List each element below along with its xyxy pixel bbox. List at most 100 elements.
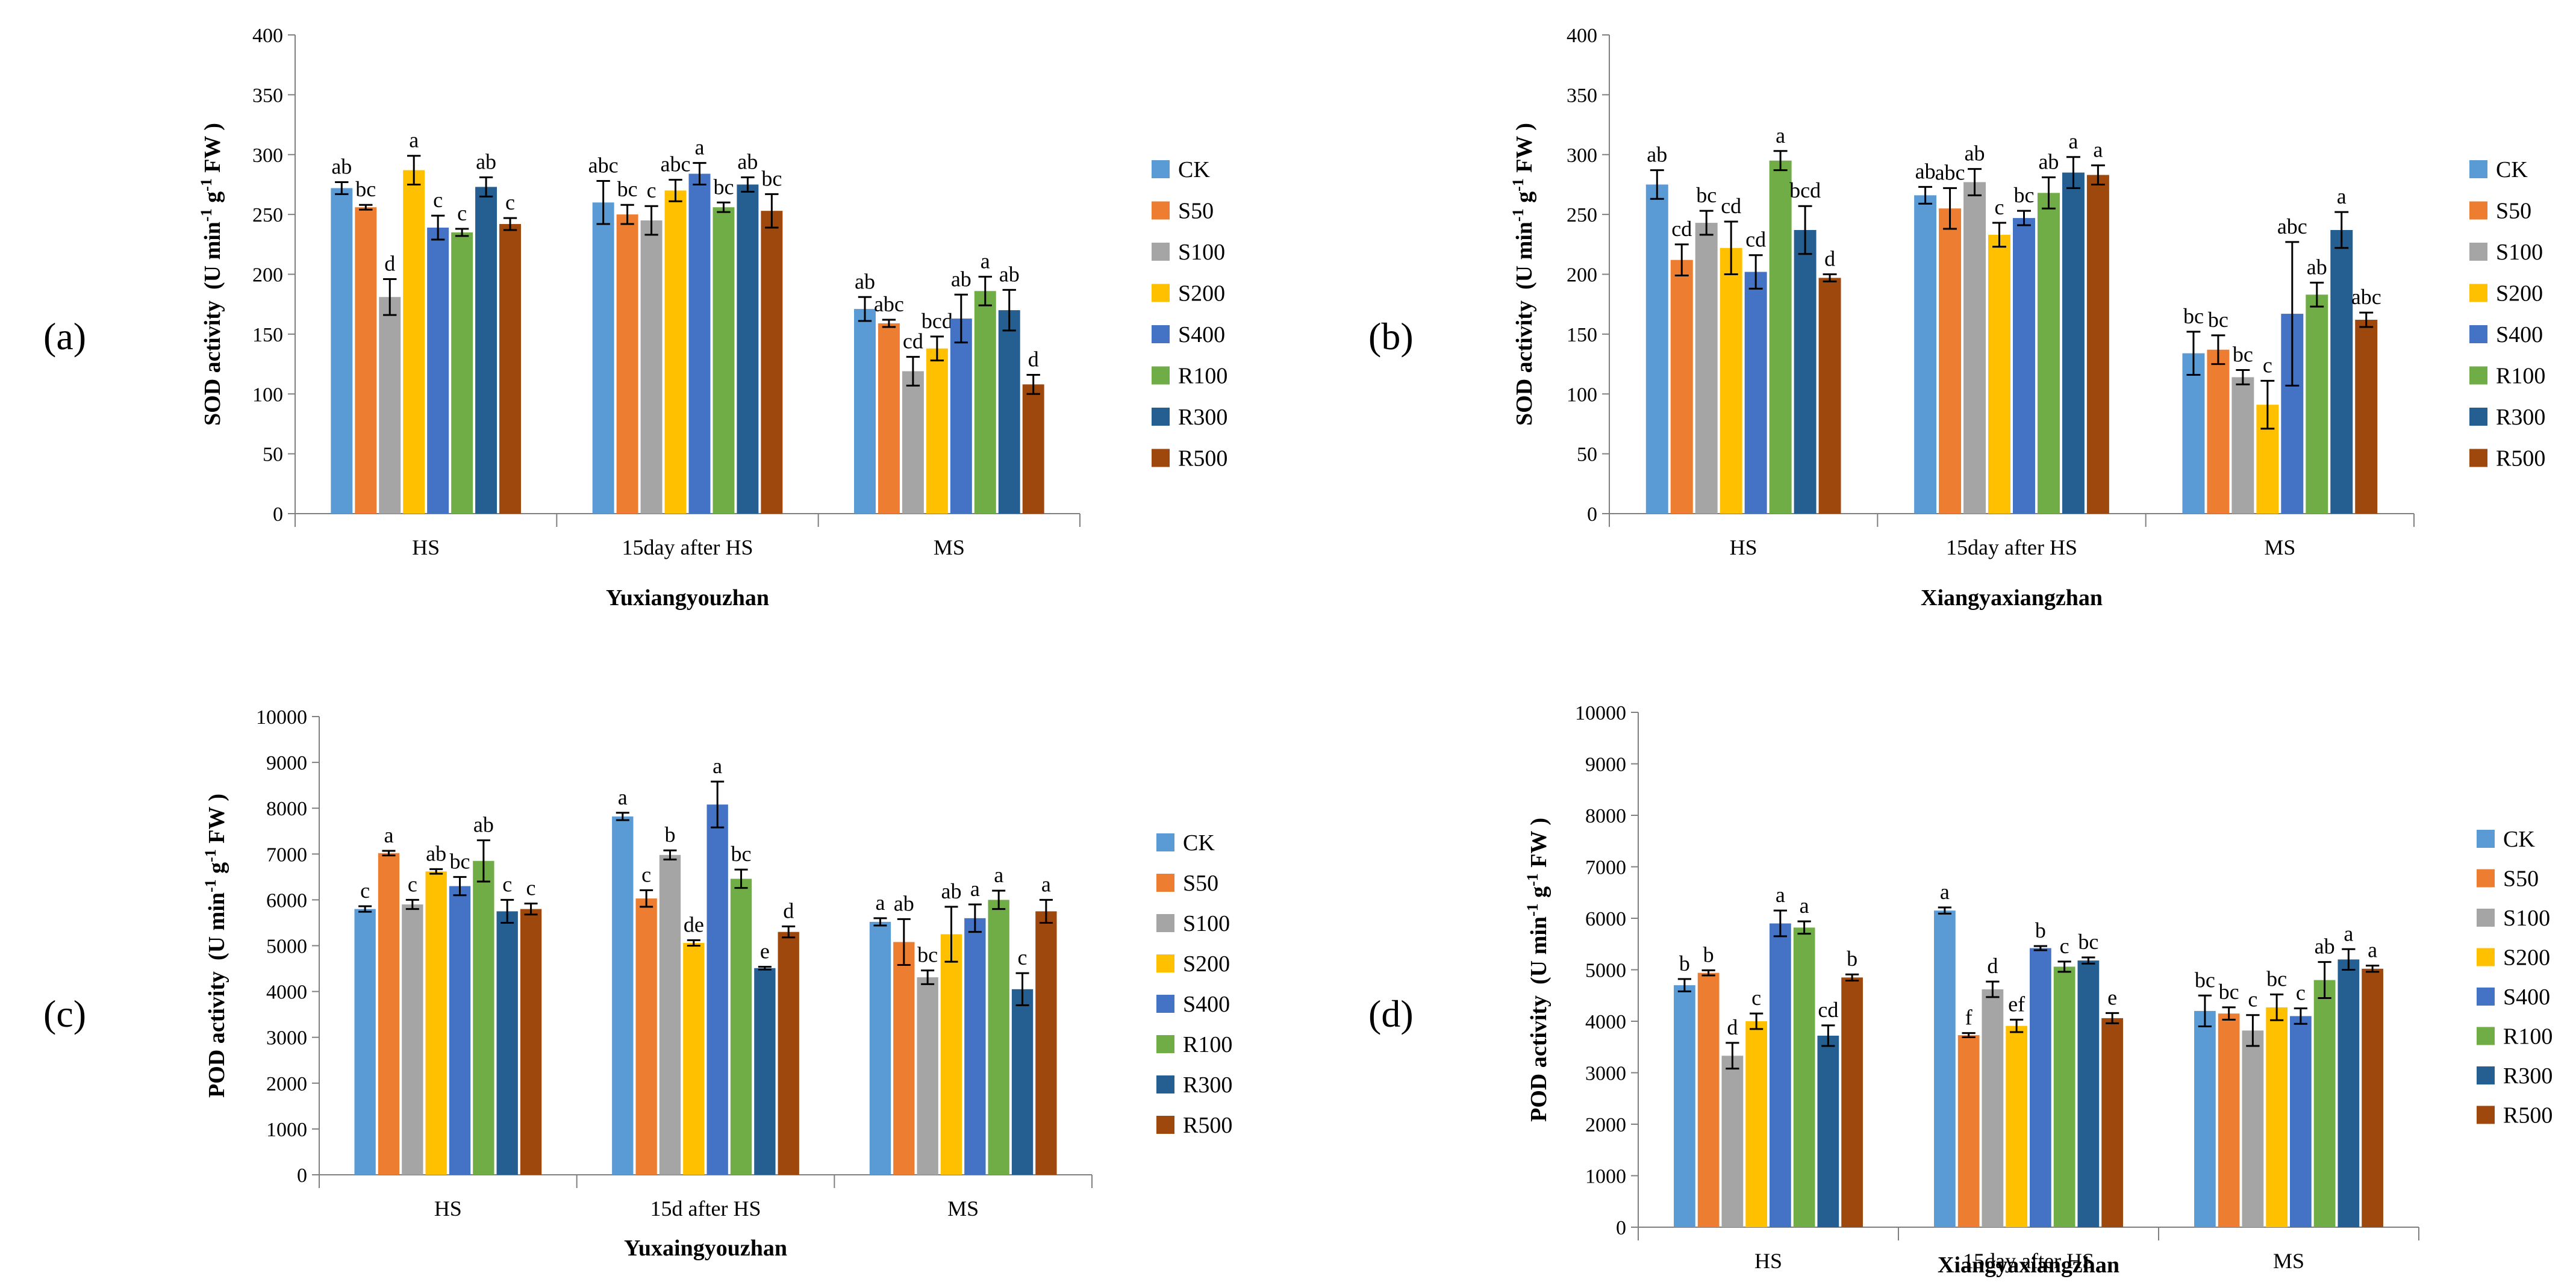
- bar-ck: [2194, 1010, 2216, 1227]
- significance-letter: a: [981, 249, 990, 273]
- significance-letter: c: [641, 862, 651, 886]
- x-category-label: 15day after HS: [1946, 535, 2077, 559]
- bar-s100: [902, 371, 924, 514]
- legend-swatch-s200: [2469, 284, 2487, 302]
- legend-label: S100: [1178, 240, 1225, 265]
- y-tick-label: 1000: [1585, 1166, 1626, 1188]
- bar-ck: [592, 202, 614, 514]
- bar-s50: [2218, 1013, 2240, 1227]
- bar-s100: [402, 904, 423, 1175]
- y-tick-label: 6000: [1585, 908, 1626, 930]
- significance-letter: ab: [1915, 159, 1936, 183]
- y-tick-label: 0: [1587, 503, 1597, 526]
- y-axis-label-sup2: -1: [202, 849, 219, 862]
- bar-s50: [1670, 260, 1693, 514]
- significance-letter: b: [1703, 942, 1714, 966]
- significance-letter: a: [2093, 138, 2103, 162]
- legend-swatch-ck: [1152, 160, 1170, 178]
- legend-swatch-s400: [2477, 988, 2495, 1006]
- significance-letter: abc: [588, 153, 619, 177]
- bar-r500: [1818, 278, 1841, 514]
- chart-panel-3: (d) 0 1000 2000 3000 4000 5000 6000 7000 8000 9000…: [1368, 702, 2553, 1278]
- y-tick-label: 50: [1577, 444, 1597, 466]
- legend-label: R300: [2496, 405, 2545, 430]
- bar-r100: [2306, 294, 2328, 514]
- significance-letter: bcd: [922, 309, 953, 333]
- legend-label: R300: [1183, 1072, 1232, 1098]
- legend-label: R300: [1178, 405, 1227, 430]
- y-axis-label-main: SOD activity: [200, 300, 225, 426]
- bar-r100: [713, 207, 735, 514]
- significance-letter: bc: [2266, 967, 2287, 991]
- y-tick-label: 4000: [1585, 1011, 1626, 1033]
- bar-s200: [2266, 1007, 2288, 1227]
- legend-label: S100: [2496, 240, 2543, 265]
- bar-s50: [1957, 1035, 1980, 1227]
- y-axis-label-tail: FW ): [204, 794, 229, 849]
- significance-letter: ef: [2008, 992, 2025, 1016]
- significance-letter: c: [2060, 934, 2069, 958]
- y-axis-label: POD activity(U min-1 g-1 FW ): [1524, 818, 1552, 1122]
- legend-swatch-s100: [1152, 243, 1170, 261]
- bar-r300: [2330, 229, 2353, 514]
- bar-r100: [1793, 927, 1815, 1227]
- legend-label: R500: [2496, 446, 2545, 471]
- y-tick-label: 400: [252, 25, 283, 47]
- bar-r100: [1769, 160, 1792, 514]
- legend-label: S400: [1183, 992, 1230, 1017]
- legend-label: S100: [2503, 906, 2550, 931]
- y-axis-label: SOD activity(U min-1 g-1 FW ): [198, 123, 226, 426]
- y-tick-label: 4000: [266, 982, 307, 1004]
- significance-letter: a: [2368, 938, 2377, 962]
- bar-s400: [2013, 218, 2035, 514]
- x-axis-title: Xiangyaxiangzhan: [1921, 585, 2103, 611]
- significance-letter: bc: [617, 177, 638, 201]
- legend-label: S50: [1178, 199, 1214, 224]
- legend-swatch-s200: [2477, 948, 2495, 966]
- significance-letter: d: [1727, 1015, 1738, 1039]
- bar-r100: [473, 860, 494, 1175]
- x-category-label: MS: [934, 535, 965, 559]
- y-tick-label: 200: [1567, 264, 1597, 287]
- y-tick-label: 200: [252, 264, 283, 287]
- chart-panel-1: (b) 0 50 100 150 200 250 300 350 400 HS 15day after…: [1368, 25, 2545, 611]
- bar-r300: [2337, 959, 2360, 1227]
- significance-letter: d: [783, 899, 794, 923]
- legend-swatch-r100: [2477, 1027, 2495, 1045]
- y-tick-label: 10000: [1575, 702, 1626, 724]
- x-axis-title: Yuxiangyouzhan: [606, 585, 769, 611]
- panel-letter: (c): [43, 992, 86, 1035]
- significance-letter: bc: [917, 943, 938, 967]
- bar-ck: [853, 309, 876, 514]
- legend-label: CK: [2496, 157, 2528, 182]
- y-axis-label: SOD activity(U min-1 g-1 FW ): [1509, 123, 1538, 426]
- y-tick-label: 9000: [1585, 754, 1626, 776]
- significance-letter: ab: [951, 267, 971, 291]
- y-tick-label: 150: [252, 324, 283, 346]
- legend-label: R500: [2503, 1103, 2553, 1128]
- legend-label: S50: [1183, 871, 1218, 896]
- y-tick-label: 2000: [266, 1073, 307, 1095]
- bar-r500: [2355, 320, 2378, 514]
- bar-ck: [1645, 184, 1668, 514]
- y-tick-label: 7000: [1585, 857, 1626, 879]
- significance-letter: abc: [661, 152, 691, 176]
- significance-letter: bcd: [1789, 178, 1821, 202]
- y-tick-label: 50: [263, 444, 283, 466]
- significance-letter: c: [647, 178, 656, 202]
- bar-r300: [496, 911, 518, 1175]
- bar-r300: [754, 968, 776, 1175]
- significance-letter: abc: [874, 292, 904, 316]
- significance-letter: a: [1776, 883, 1785, 907]
- bar-s400: [2290, 1016, 2312, 1227]
- legend-label: S200: [2496, 281, 2543, 306]
- legend-swatch-s50: [1152, 201, 1170, 220]
- bar-s400: [449, 886, 471, 1175]
- bar-s50: [878, 323, 900, 514]
- panel-letter: (d): [1368, 992, 1414, 1035]
- y-axis-label-main: POD activity: [1526, 995, 1552, 1122]
- significance-letter: abc: [2351, 285, 2381, 309]
- significance-letter: d: [1987, 954, 1998, 978]
- significance-letter: cd: [1745, 228, 1766, 252]
- significance-letter: bc: [713, 175, 734, 199]
